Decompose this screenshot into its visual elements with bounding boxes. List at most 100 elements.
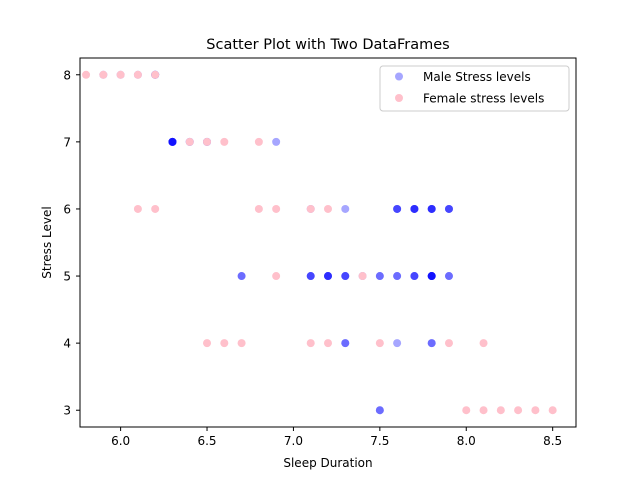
data-point: [427, 272, 436, 281]
y-tick-label: 7: [63, 135, 71, 149]
axes-frame: [79, 57, 577, 428]
data-point: [427, 272, 436, 281]
data-point: [393, 272, 402, 281]
data-point: [375, 272, 384, 281]
data-point: [220, 339, 229, 348]
data-point: [375, 272, 384, 281]
data-point: [99, 70, 108, 79]
data-point: [168, 137, 177, 146]
data-point: [410, 204, 419, 213]
data-point: [427, 272, 436, 281]
data-point: [375, 339, 384, 348]
data-point: [168, 137, 177, 146]
data-point: [427, 339, 436, 348]
x-tick-label: 6.5: [197, 434, 216, 448]
data-point: [393, 204, 402, 213]
data-point: [324, 272, 332, 281]
data-point: [444, 204, 453, 213]
data-point: [427, 204, 436, 213]
data-point: [393, 204, 402, 213]
data-point: [272, 204, 281, 213]
legend-label-male: Male Stress levels: [423, 70, 531, 84]
data-point: [116, 70, 125, 79]
data-point: [427, 272, 436, 281]
data-point: [237, 272, 246, 281]
data-point: [410, 204, 419, 213]
data-point: [358, 272, 367, 281]
data-point: [427, 204, 436, 213]
legend: Male Stress levels Female stress levels: [379, 65, 570, 112]
data-point: [168, 137, 177, 146]
x-axis-ticks: 6.0 6.5 7.0 7.5 8.0 8.5: [111, 427, 562, 448]
y-tick-label: 3: [63, 404, 71, 418]
y-tick-label: 8: [63, 68, 71, 82]
data-point: [410, 272, 419, 281]
data-point: [393, 204, 402, 213]
data-point: [237, 272, 246, 281]
data-point: [254, 204, 263, 213]
data-point: [237, 339, 246, 348]
data-point: [410, 272, 419, 281]
data-point: [427, 272, 436, 281]
chart-title: Scatter Plot with Two DataFrames: [206, 37, 449, 53]
legend-frame: [379, 65, 570, 112]
data-point: [427, 204, 436, 213]
y-axis-ticks: 3 4 5 6 7 8: [63, 68, 80, 418]
data-point: [341, 272, 350, 281]
data-point: [203, 137, 212, 146]
data-point: [479, 339, 488, 348]
data-point: [548, 406, 557, 415]
x-tick-label: 7.0: [284, 434, 303, 448]
series-0: [99, 70, 453, 415]
data-point: [496, 406, 505, 415]
data-point: [306, 204, 315, 213]
data-point: [410, 204, 419, 213]
data-point: [531, 406, 540, 415]
data-point: [479, 406, 488, 415]
data-point: [341, 272, 350, 281]
data-point: [306, 339, 315, 348]
data-point: [375, 406, 384, 415]
data-point: [168, 137, 177, 146]
y-tick-label: 5: [63, 270, 71, 284]
data-point: [341, 339, 350, 348]
legend-marker-female: [395, 94, 403, 102]
data-point: [203, 339, 212, 348]
data-point: [444, 204, 453, 213]
data-point: [427, 204, 436, 213]
data-point: [254, 137, 263, 146]
data-point: [444, 272, 453, 281]
data-point: [444, 339, 453, 348]
legend-marker-male: [395, 72, 403, 81]
data-point: [410, 204, 419, 213]
data-point: [133, 70, 142, 79]
data-point: [427, 339, 436, 348]
x-tick-label: 6.0: [111, 434, 130, 448]
data-point: [82, 70, 91, 79]
data-point: [410, 272, 419, 281]
data-point: [306, 272, 315, 281]
data-point: [220, 137, 229, 146]
x-axis-label: Sleep Duration: [283, 456, 372, 470]
legend-label-female: Female stress levels: [423, 92, 544, 106]
data-point: [151, 70, 160, 79]
x-tick-label: 7.5: [370, 434, 389, 448]
series-1: [82, 70, 557, 415]
data-point: [393, 339, 402, 348]
data-point: [324, 272, 332, 281]
y-tick-label: 6: [63, 202, 71, 216]
y-axis-label: Stress Level: [40, 206, 54, 278]
data-point: [324, 272, 332, 281]
data-point: [393, 272, 402, 281]
data-point: [444, 272, 453, 281]
data-point: [341, 204, 350, 213]
data-point: [151, 204, 160, 213]
data-point: [514, 406, 523, 415]
data-point: [168, 137, 177, 146]
data-point: [324, 272, 332, 281]
data-point: [185, 137, 194, 146]
y-tick-label: 4: [63, 337, 71, 351]
data-point: [341, 272, 350, 281]
